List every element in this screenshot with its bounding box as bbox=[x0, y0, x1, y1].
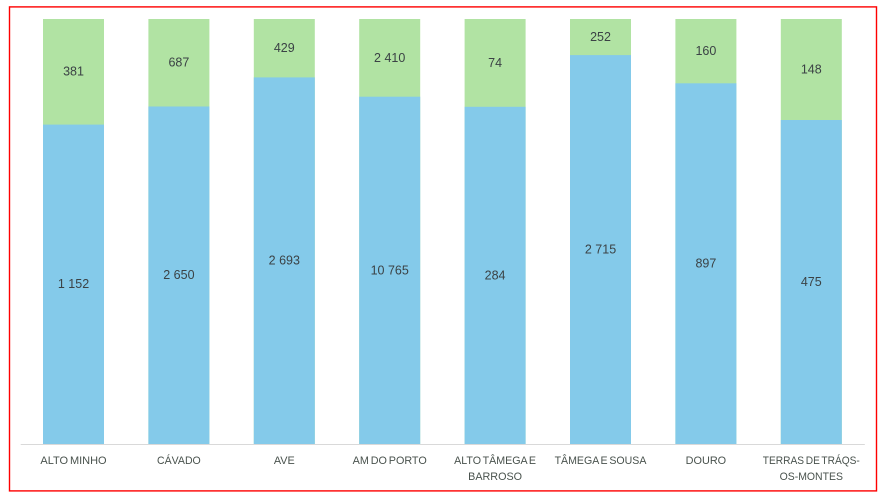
svg-text:475: 475 bbox=[801, 275, 822, 289]
svg-text:148: 148 bbox=[801, 62, 822, 76]
svg-text:ALTO TÂMEGA E: ALTO TÂMEGA E bbox=[454, 454, 536, 467]
svg-text:74: 74 bbox=[488, 56, 502, 70]
svg-text:429: 429 bbox=[274, 41, 295, 55]
svg-text:BARROSO: BARROSO bbox=[468, 471, 522, 483]
svg-text:CÁVADO: CÁVADO bbox=[157, 454, 201, 467]
svg-text:284: 284 bbox=[485, 268, 506, 282]
svg-text:DOURO: DOURO bbox=[686, 455, 727, 467]
svg-text:687: 687 bbox=[168, 56, 189, 70]
svg-text:897: 897 bbox=[695, 257, 716, 271]
svg-text:2 410: 2 410 bbox=[374, 51, 405, 65]
svg-text:AM DO PORTO: AM DO PORTO bbox=[353, 455, 427, 467]
svg-text:2 715: 2 715 bbox=[585, 242, 616, 256]
svg-text:1 152: 1 152 bbox=[58, 277, 89, 291]
svg-text:381: 381 bbox=[63, 65, 84, 79]
svg-text:2 693: 2 693 bbox=[269, 254, 300, 268]
svg-text:ALTO MINHO: ALTO MINHO bbox=[40, 455, 106, 467]
svg-text:OS-MONTES: OS-MONTES bbox=[780, 471, 844, 483]
svg-text:160: 160 bbox=[695, 44, 716, 58]
svg-text:2 650: 2 650 bbox=[163, 268, 194, 282]
svg-text:TERRAS DE TRÁQS-: TERRAS DE TRÁQS- bbox=[763, 454, 860, 467]
svg-text:252: 252 bbox=[590, 30, 611, 44]
svg-text:TÂMEGA E SOUSA: TÂMEGA E SOUSA bbox=[555, 454, 647, 467]
svg-text:AVE: AVE bbox=[274, 455, 295, 467]
svg-text:10 765: 10 765 bbox=[371, 263, 409, 277]
